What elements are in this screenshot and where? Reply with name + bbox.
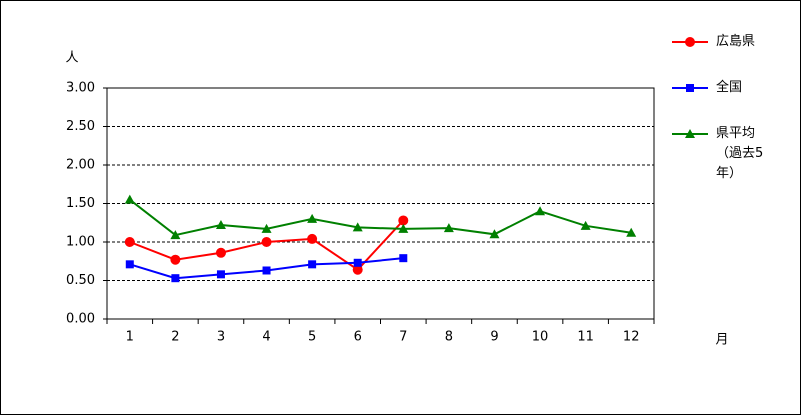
marker [170, 254, 181, 265]
marker [170, 230, 181, 240]
marker [399, 254, 408, 263]
marker [398, 223, 409, 233]
x-tick-label: 9 [490, 330, 498, 345]
y-tick-label: 1.00 [66, 235, 95, 250]
marker [353, 258, 362, 267]
marker [307, 213, 318, 223]
x-tick-label: 7 [399, 330, 407, 345]
marker [443, 223, 454, 233]
x-tick-label: 1 [126, 330, 134, 345]
x-tick-label: 2 [171, 330, 179, 345]
y-tick-label: 3.00 [66, 81, 95, 96]
marker [398, 215, 409, 226]
marker [216, 270, 225, 279]
x-tick-label: 5 [308, 330, 316, 345]
y-tick-label: 0.50 [66, 273, 95, 288]
legend-label: 全国 [716, 80, 743, 95]
marker [489, 229, 500, 239]
marker [626, 227, 637, 237]
marker [308, 260, 317, 269]
legend-marker [685, 37, 695, 47]
y-tick-label: 2.00 [66, 158, 95, 173]
marker [262, 266, 271, 275]
marker [215, 220, 226, 230]
marker [352, 264, 363, 275]
marker [580, 220, 591, 230]
y-tick-label: 0.00 [66, 312, 95, 327]
y-axis-label: 人 [65, 51, 78, 66]
marker [307, 233, 318, 244]
marker [352, 222, 363, 232]
legend-marker [686, 84, 694, 92]
marker [535, 206, 546, 216]
x-tick-label: 8 [445, 330, 453, 345]
marker [215, 247, 226, 258]
x-tick-label: 3 [217, 330, 225, 345]
x-tick-label: 6 [354, 330, 362, 345]
legend-label: 広島県 [716, 34, 756, 49]
legend-label: 県平均（過去5年） [716, 126, 764, 181]
x-tick-label: 4 [262, 330, 270, 345]
y-tick-label: 1.50 [66, 196, 95, 211]
x-tick-label: 11 [577, 330, 594, 345]
x-tick-label: 12 [623, 330, 640, 345]
marker [261, 223, 272, 233]
y-tick-label: 2.50 [66, 119, 95, 134]
marker [261, 237, 272, 247]
x-tick-label: 10 [532, 330, 549, 345]
series-line [129, 198, 632, 237]
marker [171, 274, 180, 283]
legend-marker [685, 129, 695, 138]
x-axis-label: 月 [715, 333, 728, 348]
marker [125, 260, 134, 269]
marker [124, 194, 135, 204]
marker [124, 237, 135, 247]
